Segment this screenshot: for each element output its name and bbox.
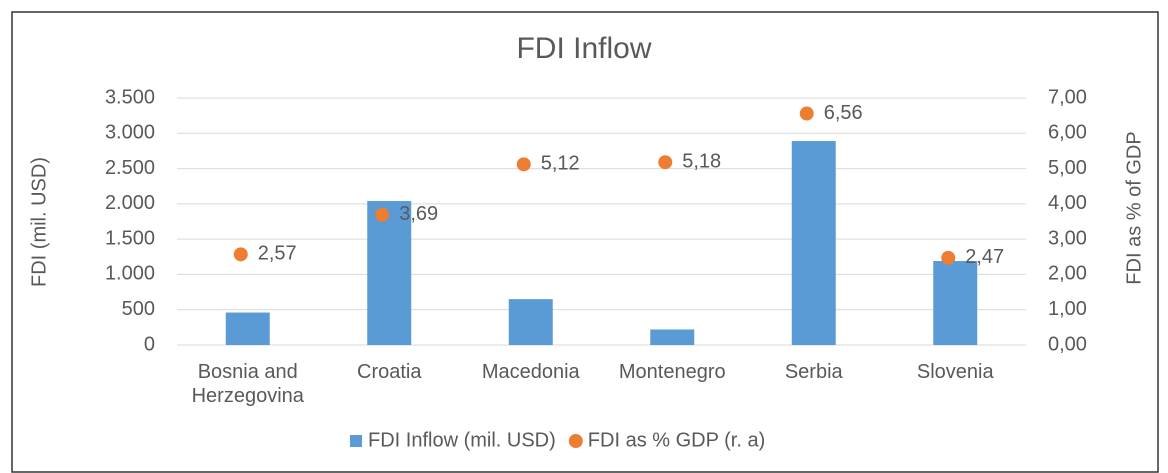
- y2-tick-label: 3,00: [1048, 227, 1087, 249]
- y-tick-label: 3.000: [105, 122, 155, 144]
- y-tick-label: 2.000: [105, 192, 155, 214]
- y2-tick-label: 0,00: [1048, 333, 1087, 355]
- chart-title: FDI Inflow: [516, 32, 651, 65]
- bar: [367, 201, 412, 345]
- legend-swatch: [350, 435, 362, 447]
- bar: [508, 299, 553, 345]
- x-tick-label: Montenegro: [618, 361, 726, 383]
- y2-tick-label: 5,00: [1048, 157, 1087, 179]
- frame: [11, 11, 1159, 473]
- dot: [516, 157, 531, 172]
- y-tick-label: 0: [144, 333, 155, 355]
- dot: [658, 155, 673, 170]
- x-tick-label: Serbia: [784, 361, 843, 383]
- bar: [650, 329, 695, 345]
- x-tick-label: Bosnia and Herzegovina: [191, 361, 304, 407]
- data-label: 3,69: [399, 203, 438, 225]
- data-label: 5,18: [682, 151, 721, 173]
- y2-tick-label: 2,00: [1048, 263, 1087, 285]
- x-tick-label: Macedonia: [481, 361, 580, 383]
- data-label: 2,57: [258, 243, 297, 265]
- y-tick-label: 1.000: [105, 263, 155, 285]
- y2-tick-label: 1,00: [1048, 298, 1087, 320]
- y2-tick-label: 4,00: [1048, 192, 1087, 214]
- x-tick-label: Croatia: [357, 361, 422, 383]
- y-tick-label: 3.500: [105, 86, 155, 108]
- y-tick-label: 1.500: [105, 227, 155, 249]
- dot: [799, 106, 814, 121]
- data-label: 6,56: [824, 102, 863, 124]
- y-tick-label: 500: [122, 298, 155, 320]
- legend-label: FDI Inflow (mil. USD): [368, 429, 556, 451]
- bar: [225, 312, 270, 345]
- y2-tick-label: 6,00: [1048, 122, 1087, 144]
- legend-label: FDI as % GDP (r. a): [588, 429, 765, 451]
- bar: [791, 141, 836, 345]
- dot: [233, 247, 248, 262]
- dot: [375, 207, 390, 222]
- y2-axis-title: FDI as % of GDP: [1123, 131, 1145, 284]
- y-tick-label: 2.500: [105, 157, 155, 179]
- data-label: 5,12: [541, 153, 580, 175]
- legend-swatch: [568, 434, 583, 448]
- data-label: 2,47: [965, 246, 1004, 268]
- x-tick-label: Slovenia: [916, 361, 994, 383]
- bar: [933, 261, 978, 345]
- dot: [941, 250, 956, 265]
- y2-tick-label: 7,00: [1048, 86, 1087, 108]
- y-axis-title: FDI (mil. USD): [28, 157, 50, 287]
